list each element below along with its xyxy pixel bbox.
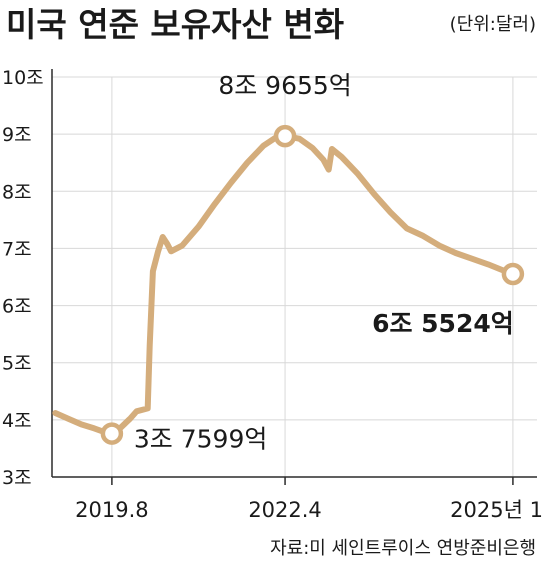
data-point-label: 3조 7599억 (134, 425, 267, 454)
annotation-labels: 3조 7599억 8조 9655억 6조 5524억 (134, 71, 514, 453)
x-tick-label: 2022.4 (248, 498, 321, 522)
markers (100, 124, 525, 445)
data-point-marker (100, 422, 124, 445)
chart-title: 미국 연준 보유자산 변화 (6, 5, 344, 44)
source-note: 자료:미 세인트루이스 연방준비은행 (270, 538, 536, 559)
data-point-label: 6조 5524억 (372, 309, 514, 338)
series-layer (52, 133, 516, 437)
y-tick-label: 4조 (2, 410, 32, 432)
axes: 10조 9조 8조 7조 6조 5조 4조 3조 2019.8 2022.4 2025년 11월 (2, 67, 543, 522)
y-tick-label: 7조 (2, 238, 32, 260)
x-tick-label: 2025년 11월 (450, 498, 543, 522)
y-tick-label: 3조 (2, 467, 32, 489)
y-tick-label: 10조 (2, 67, 44, 89)
unit-note: (단위:달러) (450, 14, 536, 35)
x-tick-label: 2019.8 (75, 498, 148, 522)
series-line (52, 133, 516, 437)
y-tick-label: 6조 (2, 296, 32, 318)
data-point-marker (273, 124, 297, 148)
data-point-label: 8조 9655억 (218, 71, 351, 100)
y-tick-label: 9조 (2, 124, 32, 146)
y-tick-label: 5조 (2, 353, 32, 375)
y-tick-label: 8조 (2, 181, 32, 203)
data-point-marker (501, 262, 525, 286)
